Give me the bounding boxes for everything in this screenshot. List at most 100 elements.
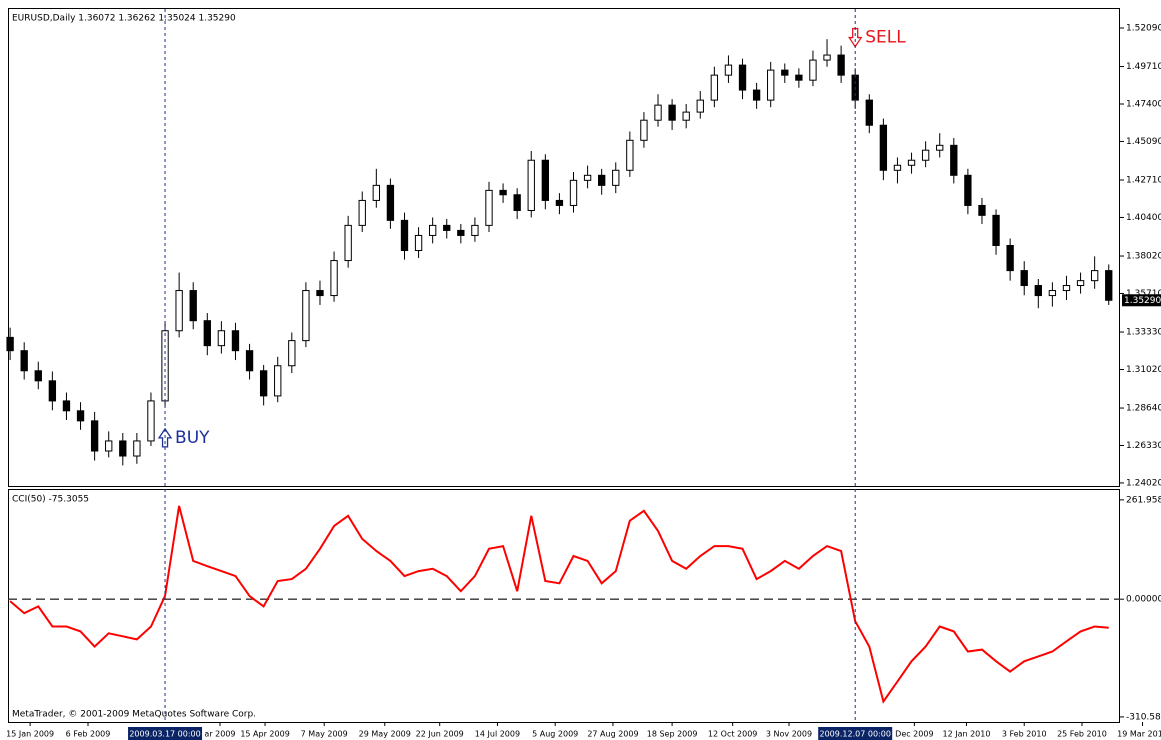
candle-body xyxy=(76,410,85,422)
y-tick-label: 1.28640 xyxy=(1126,404,1161,414)
candle-body xyxy=(457,229,465,236)
crosshair-date: 2009.12.07 00:00 xyxy=(820,730,891,739)
candle-body xyxy=(386,184,395,221)
x-tick-label: ar 2009 xyxy=(204,730,235,739)
candle-body xyxy=(598,174,606,186)
candle-body xyxy=(950,144,958,176)
cci-line xyxy=(9,505,1109,704)
candle-body xyxy=(795,74,803,81)
y-tick-label: 1.45090 xyxy=(1126,137,1161,147)
cci-header: CCI(50) -75.3055 xyxy=(12,495,89,505)
x-tick-label: 19 Mar 2010 xyxy=(1117,730,1161,739)
crosshair-date-box xyxy=(128,727,203,740)
candle-body xyxy=(1105,270,1113,301)
candle-body xyxy=(513,194,521,211)
y-tick-label: 1.38020 xyxy=(1126,252,1161,262)
y-tick-label: 1.47400 xyxy=(1126,100,1161,110)
candle-body xyxy=(372,184,380,201)
candle-body xyxy=(823,54,831,61)
price-panel-frame xyxy=(8,8,1120,487)
candle-body xyxy=(119,440,127,457)
candle-body xyxy=(1048,290,1057,297)
last-price-label: 1.35290 xyxy=(1124,296,1161,306)
last-price-box xyxy=(1122,294,1161,307)
candle-body xyxy=(682,111,690,121)
candle-body xyxy=(978,204,986,216)
candle-body xyxy=(231,330,240,352)
candle-body xyxy=(809,59,817,81)
x-tick-label: 25 Feb 2010 xyxy=(1057,730,1107,739)
candle-body xyxy=(245,350,254,372)
candle-body xyxy=(1020,270,1028,287)
signal-arrow xyxy=(847,27,863,48)
candle-body xyxy=(274,365,282,397)
candle-body xyxy=(1006,244,1014,272)
candle-body xyxy=(640,119,648,141)
candle-body xyxy=(428,224,437,236)
candle-body xyxy=(1062,285,1071,292)
crosshair-date: 2009.03.17 00:00 xyxy=(129,730,200,739)
candle-body xyxy=(696,99,704,113)
candle-body xyxy=(471,224,479,236)
x-tick-label: 27 Aug 2009 xyxy=(587,730,638,739)
x-tick-label: 14 Jul 2009 xyxy=(475,730,520,739)
x-tick-label: 6 Feb 2009 xyxy=(66,730,111,739)
candle-body xyxy=(1076,280,1085,287)
y-tick-label: -310.588 xyxy=(1126,712,1161,722)
candle-body xyxy=(1034,285,1042,297)
candle-body xyxy=(302,290,310,342)
candle-body xyxy=(583,174,592,181)
candle-body xyxy=(6,336,14,352)
y-tick-label: 1.49710 xyxy=(1126,62,1161,72)
y-tick-label: 1.40400 xyxy=(1126,213,1161,223)
candle-body xyxy=(330,260,338,297)
candle-body xyxy=(569,179,578,206)
candle-body xyxy=(400,219,409,252)
x-tick-label: 29 May 2009 xyxy=(359,730,411,739)
candle-body xyxy=(34,370,42,382)
candle-body xyxy=(781,69,789,76)
candle-body xyxy=(203,320,211,347)
candle-body xyxy=(879,124,888,171)
x-tick-label: 5 Aug 2009 xyxy=(532,730,578,739)
candle-body xyxy=(147,400,155,442)
candle-body xyxy=(738,64,747,91)
candle-body xyxy=(259,370,268,397)
candle-body xyxy=(62,400,71,412)
candle-body xyxy=(921,149,930,161)
candle-body xyxy=(992,214,1000,246)
candle-body xyxy=(936,144,944,151)
candle-body xyxy=(217,330,226,347)
candle-body xyxy=(189,290,197,322)
candle-body xyxy=(541,159,550,201)
candle-body xyxy=(90,420,99,452)
y-tick-label: 261.958 xyxy=(1126,495,1161,505)
candle-body xyxy=(1090,270,1099,282)
signal-label: SELL xyxy=(865,28,906,48)
crosshair-date-box xyxy=(818,727,893,740)
y-tick-label: 1.42710 xyxy=(1126,176,1161,186)
candle-body xyxy=(555,199,564,206)
candle-body xyxy=(344,224,352,262)
price-header: EURUSD,Daily 1.36072 1.36262 1.35024 1.3… xyxy=(12,14,236,24)
candle-body xyxy=(175,290,183,332)
candle-body xyxy=(20,350,28,372)
copyright: MetaTrader, © 2001-2009 MetaQuotes Softw… xyxy=(12,710,256,720)
candle-body xyxy=(837,54,845,76)
x-tick-label: 22 Jun 2009 xyxy=(416,730,464,739)
x-tick-label: Dec 2009 xyxy=(895,730,933,739)
candle-body xyxy=(358,199,366,226)
x-tick-label: 3 Feb 2010 xyxy=(1002,730,1047,739)
candle-body xyxy=(105,440,113,452)
y-tick-label: 1.26330 xyxy=(1126,441,1161,451)
candle-body xyxy=(654,104,662,121)
y-tick-label: 0.00000 xyxy=(1126,595,1161,605)
candle-body xyxy=(288,340,296,367)
y-tick-label: 1.24020 xyxy=(1126,478,1161,488)
signal-label: BUY xyxy=(175,428,210,448)
y-tick-label: 1.31020 xyxy=(1126,365,1161,375)
candle-body xyxy=(865,99,873,126)
x-tick-label: 12 Jan 2010 xyxy=(942,730,990,739)
candle-body xyxy=(443,224,451,231)
